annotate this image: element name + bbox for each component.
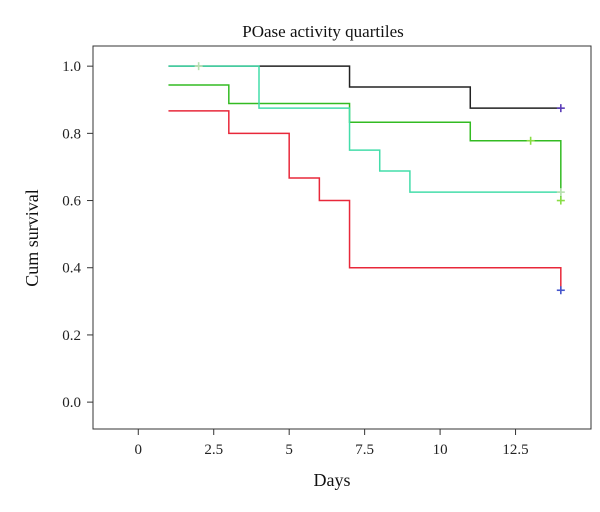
survival-step-line-2 <box>168 84 562 201</box>
y-tick-label: 0.2 <box>62 328 81 344</box>
censor-mark <box>556 196 565 205</box>
x-tick-label: 0 <box>135 442 143 458</box>
x-tick-label: 2.5 <box>204 442 223 458</box>
y-axis: 0.0 0.2 0.4 0.6 0.8 1.0 <box>62 59 93 411</box>
survival-step-line-4 <box>168 110 562 291</box>
y-tick-label: 0.8 <box>62 126 81 142</box>
y-axis-title: Cum survival <box>22 189 42 287</box>
x-tick-label: 10 <box>433 442 448 458</box>
y-tick-label: 1.0 <box>62 59 81 75</box>
y-tick-label: 0.0 <box>62 395 81 411</box>
series-layer <box>168 62 565 295</box>
x-tick-label: 5 <box>285 442 293 458</box>
censor-mark <box>556 104 565 113</box>
x-tick-label: 7.5 <box>355 442 374 458</box>
chart-title: POase activity quartiles <box>242 22 403 41</box>
censor-mark <box>526 136 535 145</box>
y-tick-label: 0.6 <box>62 194 81 210</box>
y-tick-label: 0.4 <box>62 261 81 277</box>
x-axis-title: Days <box>314 470 351 490</box>
censor-mark <box>556 286 565 295</box>
censor-mark <box>556 188 565 197</box>
censor-mark <box>194 62 203 71</box>
survival-step-line-3 <box>168 65 561 193</box>
x-axis: 0 2.5 5 7.5 10 12.5 <box>135 429 529 458</box>
survival-step-line-1 <box>168 65 561 109</box>
x-tick-label: 12.5 <box>502 442 528 458</box>
plot-frame <box>92 45 592 430</box>
